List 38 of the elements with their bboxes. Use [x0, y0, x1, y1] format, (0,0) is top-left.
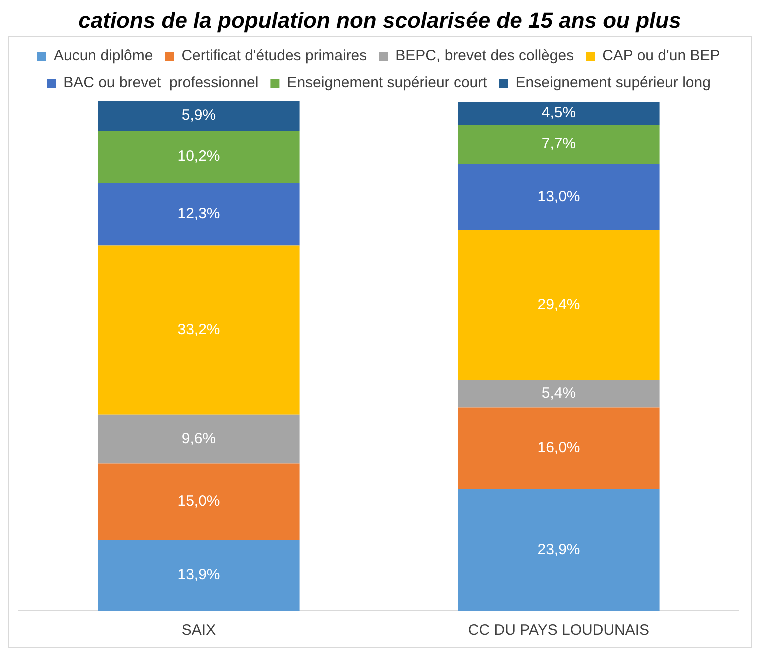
bar: [458, 124, 660, 164]
data-label: 13,9%: [178, 566, 220, 584]
legend-label: Enseignement supérieur long: [516, 74, 711, 92]
data-label: 16,0%: [538, 440, 580, 457]
bar: [98, 246, 300, 415]
data-label: 13,0%: [538, 188, 580, 206]
bar: [98, 414, 300, 464]
data-label: 10,2%: [178, 148, 220, 166]
bar: [98, 540, 300, 611]
data-label: 15,0%: [178, 493, 220, 510]
x-tick-label: SAIX: [182, 622, 216, 640]
bar: [458, 380, 660, 408]
legend-label: BEPC, brevet des collèges: [396, 48, 574, 65]
data-label: 7,7%: [542, 136, 576, 153]
legend-label: Certificat d'études primaires: [182, 48, 368, 65]
legend-label: CAP ou d'un BEP: [602, 48, 720, 65]
data-label: 5,9%: [182, 107, 216, 124]
data-label: 9,6%: [182, 430, 216, 448]
data-label: 5,4%: [542, 385, 576, 402]
bar: [458, 102, 660, 125]
data-label: 23,9%: [538, 541, 580, 558]
data-label: 33,2%: [178, 321, 220, 338]
legend-label: Aucun diplôme: [54, 48, 154, 65]
bar: [458, 489, 660, 611]
data-label: 29,4%: [538, 296, 580, 314]
data-label: 4,5%: [542, 104, 576, 122]
bar: [458, 164, 660, 230]
bar: [98, 464, 300, 540]
data-label: 12,3%: [178, 206, 220, 222]
bar: [98, 183, 300, 246]
bar: [98, 131, 300, 184]
legend-label: BAC ou brevet professionnel: [64, 74, 259, 92]
legend-label: Enseignement supérieur court: [287, 74, 488, 92]
bar: [458, 230, 660, 380]
x-tick-label: CC DU PAYS LOUDUNAIS: [468, 622, 650, 640]
chart-title: cations de la population non scolarisée de 15 ans ou plus: [78, 8, 682, 34]
bar: [458, 408, 660, 490]
bar: [98, 101, 300, 132]
